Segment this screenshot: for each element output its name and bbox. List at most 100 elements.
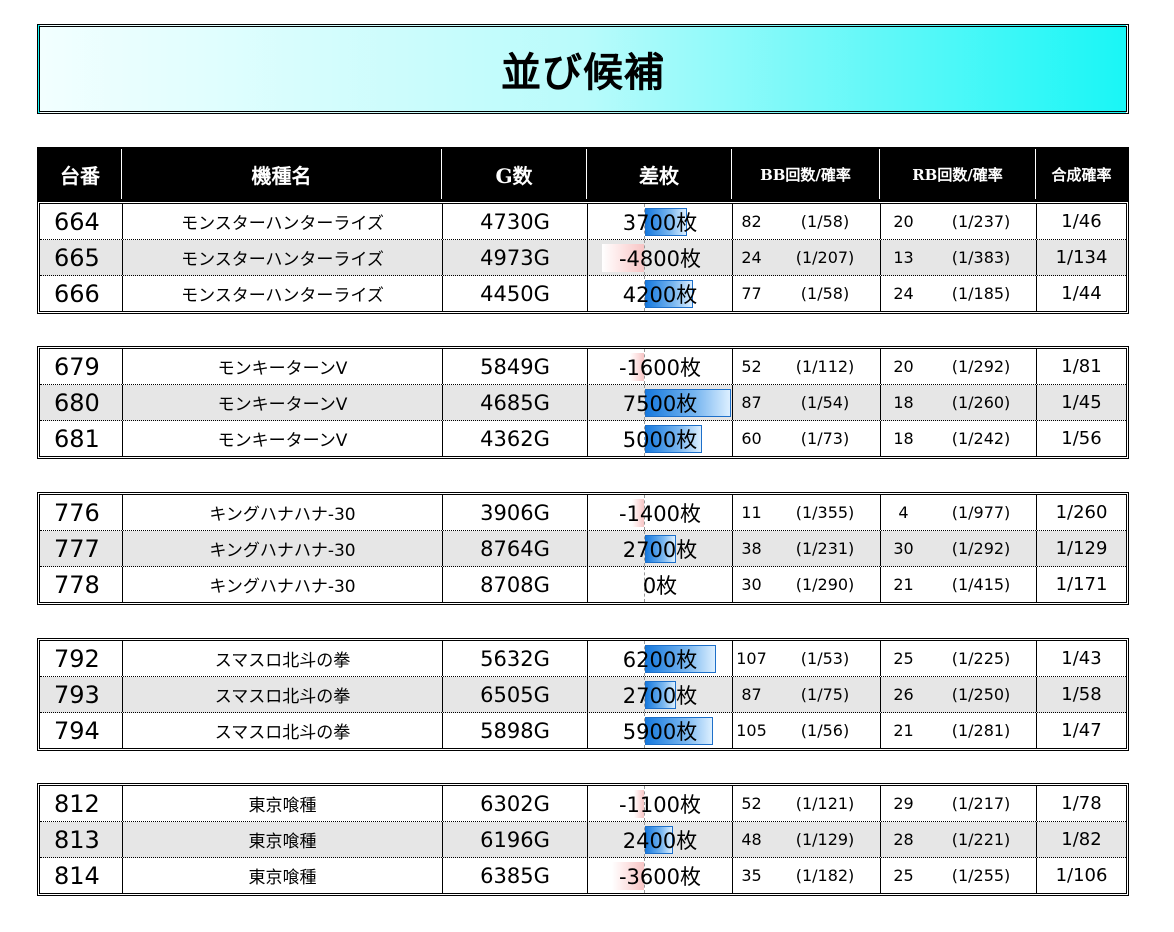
bb-count: 77: [741, 284, 762, 303]
diff-bar-positive: [645, 826, 673, 854]
game-count: 5898G: [443, 713, 588, 748]
diff-bar-axis: [644, 786, 645, 821]
diff-cell: 6200枚: [588, 641, 733, 676]
machine-name: スマスロ北斗の拳: [123, 713, 443, 748]
bb-rate: (1/53): [770, 641, 881, 676]
header-bb: BB回数/確率: [732, 149, 880, 199]
table-row: 813 東京喰種 6196G 2400枚 48 (1/129) 28 (1/221) 1/82: [40, 822, 1126, 858]
bb-count: 52: [741, 794, 762, 813]
table-row: 777 キングハナハナ-30 8764G 2700枚 38 (1/231) 30 (1/292…: [40, 531, 1126, 567]
diff-bar-positive: [645, 389, 731, 417]
rb-count: 18: [893, 393, 914, 412]
header-diff: 差枚: [587, 149, 732, 199]
bb-count: 87: [741, 685, 762, 704]
diff-bar-positive: [645, 208, 687, 236]
combined-rate: 1/47: [1061, 720, 1102, 741]
game-count: 6385G: [443, 858, 588, 893]
diff-value: 6200枚: [622, 647, 698, 672]
unit-number: 812: [40, 786, 123, 821]
unit-number: 666: [40, 276, 123, 311]
combined-rate: 1/106: [1055, 865, 1108, 886]
bb-rate: (1/355): [770, 495, 881, 530]
header-games: G数: [442, 149, 587, 199]
bb-count: 24: [741, 248, 762, 267]
rb-count: 30: [893, 539, 914, 558]
diff-value: -1600枚: [618, 355, 702, 380]
table-row: 812 東京喰種 6302G -1100枚 52 (1/121) 29 (1/217) 1/78: [40, 786, 1126, 822]
game-count: 6302G: [443, 786, 588, 821]
diff-bar-positive: [645, 645, 716, 673]
rb-rate: (1/217): [926, 786, 1037, 821]
rb-rate: (1/225): [926, 641, 1037, 676]
rb-rate: (1/383): [926, 240, 1037, 275]
header-combined: 合成確率: [1051, 165, 1112, 184]
bb-count: 107: [736, 649, 767, 668]
game-count: 6505G: [443, 677, 588, 712]
rb-count: 4: [898, 503, 909, 522]
diff-bar-axis: [644, 495, 645, 530]
rb-count: 25: [893, 866, 914, 885]
bb-rate: (1/182): [770, 858, 881, 893]
machine-group: 812 東京喰種 6302G -1100枚 52 (1/121) 29 (1/217) 1/78…: [37, 783, 1129, 896]
rb-count: 28: [893, 830, 914, 849]
diff-bar-negative: [632, 499, 644, 527]
rb-rate: (1/415): [926, 567, 1037, 602]
diff-value: 2700枚: [622, 537, 698, 562]
bb-count: 60: [741, 429, 762, 448]
machine-name: キングハナハナ-30: [123, 567, 443, 602]
machine-name: スマスロ北斗の拳: [123, 641, 443, 676]
game-count: 4450G: [443, 276, 588, 311]
diff-value: -1400枚: [618, 501, 702, 526]
rb-rate: (1/185): [926, 276, 1037, 311]
table-row: 665 モンスターハンターライズ 4973G -4800枚 24 (1/207) 13 (1/…: [40, 240, 1126, 276]
diff-bar-positive: [645, 280, 693, 308]
rb-count: 24: [893, 284, 914, 303]
bb-count: 82: [741, 212, 762, 231]
table-row: 666 モンスターハンターライズ 4450G 4200枚 77 (1/58) 24 (1/18…: [40, 276, 1126, 311]
rb-count: 20: [893, 357, 914, 376]
diff-value: 5000枚: [622, 427, 698, 452]
header-machine: 機種名: [122, 149, 442, 199]
combined-rate: 1/81: [1061, 356, 1102, 377]
header-rb: RB回数/確率: [880, 149, 1036, 199]
diff-cell: 3700枚: [588, 204, 733, 239]
diff-bar-axis: [644, 240, 645, 275]
diff-bar-negative: [634, 790, 644, 818]
bb-count: 38: [741, 539, 762, 558]
title-banner: 並び候補: [37, 24, 1129, 114]
diff-bar-negative: [602, 244, 644, 272]
game-count: 5849G: [443, 349, 588, 384]
diff-value: 3700枚: [622, 210, 698, 235]
machine-name: 東京喰種: [123, 822, 443, 857]
combined-rate: 1/45: [1061, 392, 1102, 413]
diff-bar-axis: [644, 421, 645, 456]
rb-count: 29: [893, 794, 914, 813]
diff-cell: 7500枚: [588, 385, 733, 420]
rb-rate: (1/281): [926, 713, 1037, 748]
machine-name: モンスターハンターライズ: [123, 240, 443, 275]
diff-cell: 5000枚: [588, 421, 733, 456]
machine-group: 776 キングハナハナ-30 3906G -1400枚 11 (1/355) 4 (1/977…: [37, 492, 1129, 605]
rb-count: 21: [893, 721, 914, 740]
bb-count: 48: [741, 830, 762, 849]
bb-rate: (1/129): [770, 822, 881, 857]
table-row: 680 モンキーターンV 4685G 7500枚 87 (1/54) 18 (1/260) 1/…: [40, 385, 1126, 421]
game-count: 6196G: [443, 822, 588, 857]
diff-cell: -1600枚: [588, 349, 733, 384]
bb-count: 52: [741, 357, 762, 376]
diff-bar-negative: [630, 353, 644, 381]
header-unit-no: 台番: [39, 149, 122, 199]
diff-bar-axis: [644, 385, 645, 420]
diff-bar-axis: [644, 822, 645, 857]
machine-name: モンキーターンV: [123, 349, 443, 384]
unit-number: 778: [40, 567, 123, 602]
diff-cell: 2400枚: [588, 822, 733, 857]
rb-rate: (1/260): [926, 385, 1037, 420]
table-row: 793 スマスロ北斗の拳 6505G 2700枚 87 (1/75) 26 (1/250) 1/…: [40, 677, 1126, 713]
bb-rate: (1/54): [770, 385, 881, 420]
machine-name: モンスターハンターライズ: [123, 204, 443, 239]
bb-rate: (1/231): [770, 531, 881, 566]
table-row: 814 東京喰種 6385G -3600枚 35 (1/182) 25 (1/255) 1/10…: [40, 858, 1126, 893]
game-count: 3906G: [443, 495, 588, 530]
machine-group: 792 スマスロ北斗の拳 5632G 6200枚 107 (1/53) 25 (1/225) 1…: [37, 638, 1129, 751]
